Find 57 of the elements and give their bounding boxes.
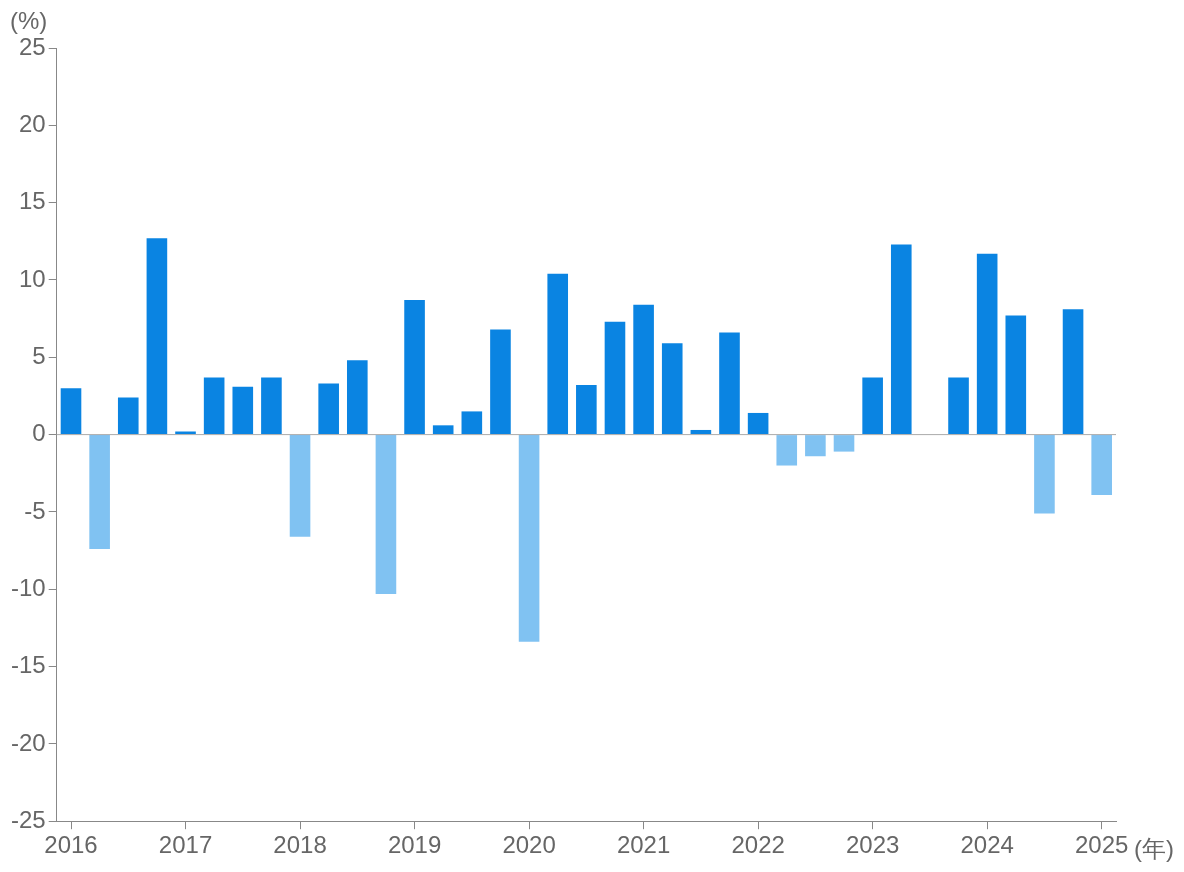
bar (261, 377, 282, 435)
y-tick-label: -25 (11, 805, 46, 833)
bar (576, 385, 597, 435)
bar (461, 411, 483, 435)
y-tick-label: 15 (18, 187, 46, 215)
x-tick-label: 2021 (616, 831, 671, 859)
bar (289, 435, 311, 537)
bar (776, 435, 798, 466)
y-tick-label: 10 (18, 264, 46, 292)
y-axis-title: (%) (10, 6, 48, 34)
x-tick-label: 2017 (158, 831, 213, 859)
bar (432, 425, 454, 435)
y-tick-label: 5 (32, 341, 46, 369)
x-tick-label: 2024 (960, 831, 1014, 859)
bar (547, 273, 569, 435)
y-tick-label: -15 (11, 651, 46, 679)
bar (375, 435, 397, 594)
x-axis-title: (年) (1134, 834, 1174, 862)
y-tick-label: -20 (11, 728, 46, 756)
bar (948, 377, 969, 435)
bar (203, 377, 225, 435)
bar (661, 343, 683, 435)
x-tick-label: 2018 (273, 831, 327, 859)
y-tick-label: -5 (24, 496, 46, 524)
y-tick-label: -10 (11, 573, 46, 601)
bar (690, 429, 712, 435)
x-tick-label: 2022 (731, 831, 785, 859)
bar (490, 329, 511, 435)
bar (318, 383, 339, 435)
x-tick-label: 2020 (502, 831, 556, 859)
bar (747, 412, 769, 435)
bar (89, 435, 110, 550)
bar (232, 386, 254, 435)
bar (1034, 435, 1055, 514)
bar (1091, 435, 1112, 495)
bar (518, 435, 540, 642)
x-tick-label: 2019 (387, 831, 442, 859)
x-tick-label: 2025 (1074, 831, 1129, 859)
y-tick-label: 20 (18, 109, 46, 137)
bar (1062, 309, 1084, 435)
y-tick-label: 0 (32, 419, 46, 447)
bar (976, 253, 998, 435)
bar (347, 360, 368, 435)
bar (719, 332, 740, 435)
x-tick-label: 2023 (845, 831, 900, 859)
bar (117, 397, 139, 435)
bar (146, 238, 168, 435)
bar (833, 435, 855, 452)
bar (404, 300, 425, 435)
x-tick-label: 2016 (44, 831, 98, 859)
bar (633, 304, 654, 435)
bar (890, 244, 912, 435)
bar (862, 377, 883, 435)
bar (1005, 315, 1027, 435)
bar (604, 321, 626, 435)
bar (805, 435, 826, 457)
bar (60, 388, 82, 435)
